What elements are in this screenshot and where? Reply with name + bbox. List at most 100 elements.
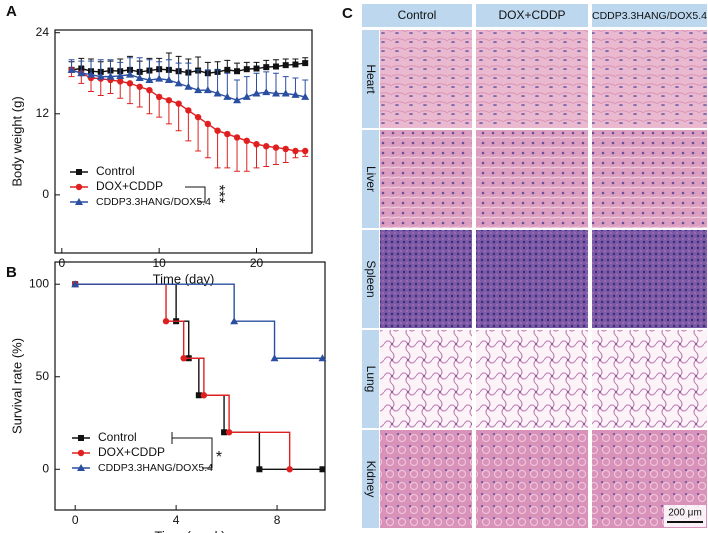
marker xyxy=(155,93,163,101)
error-bar xyxy=(253,144,260,169)
x-tick-label: 0 xyxy=(72,513,79,527)
marker xyxy=(96,72,105,80)
tissue-image xyxy=(592,130,707,228)
tissue-image xyxy=(592,330,707,428)
marker xyxy=(271,89,280,97)
marker xyxy=(76,169,82,175)
marker xyxy=(175,100,182,107)
marker xyxy=(230,317,239,325)
tissue-image xyxy=(592,230,707,328)
annotation: * xyxy=(216,449,222,466)
marker xyxy=(263,64,270,71)
plot-frame xyxy=(54,261,326,511)
tissue-image xyxy=(476,230,588,328)
x-tick-label: 0 xyxy=(58,256,65,270)
legend-label: CDDP3.3HANG/DOX5.4 xyxy=(96,196,211,208)
error-bar xyxy=(185,110,192,142)
bracket xyxy=(185,186,206,203)
row-header-bg xyxy=(362,230,379,328)
marker xyxy=(292,147,299,155)
marker xyxy=(204,120,212,128)
y-tick-label: 0 xyxy=(42,461,49,475)
panel-label: C xyxy=(342,5,353,22)
marker xyxy=(213,89,222,97)
marker xyxy=(256,466,263,473)
marker xyxy=(243,137,250,145)
marker xyxy=(234,68,241,75)
y-tick-label: 50 xyxy=(36,369,50,383)
marker xyxy=(223,92,232,100)
row-header: Kidney xyxy=(364,461,378,498)
tissue-image xyxy=(380,130,472,228)
marker xyxy=(262,88,271,96)
marker xyxy=(233,96,242,104)
marker xyxy=(75,198,83,205)
marker xyxy=(203,86,212,94)
marker xyxy=(106,72,115,80)
marker xyxy=(318,354,327,362)
marker xyxy=(184,82,193,90)
marker xyxy=(77,69,86,77)
marker xyxy=(146,86,153,94)
error-bar xyxy=(175,103,182,132)
y-axis-label: Survival rate (%) xyxy=(9,338,24,434)
marker xyxy=(78,435,84,441)
y-tick-label: 24 xyxy=(36,25,50,39)
tissue-image xyxy=(380,430,472,528)
annotation: *** xyxy=(210,185,227,204)
marker xyxy=(180,355,187,362)
tissue-image xyxy=(380,30,472,128)
row-header: Heart xyxy=(364,64,378,94)
column-header: DOX+CDDP xyxy=(498,8,565,22)
marker xyxy=(224,130,231,138)
series-line xyxy=(75,283,291,470)
scale-bar-label: 200 μm xyxy=(668,508,702,519)
error-bar xyxy=(146,90,153,115)
tissue-image xyxy=(476,430,588,528)
marker xyxy=(67,65,76,73)
column-header: CDDP3.3HANG/DOX5.4 xyxy=(592,10,707,22)
panel-label: A xyxy=(6,3,17,20)
error-bar xyxy=(156,96,163,118)
marker xyxy=(252,89,261,97)
marker xyxy=(282,62,289,69)
marker xyxy=(71,280,80,288)
marker xyxy=(242,92,251,100)
legend-label: DOX+CDDP xyxy=(96,179,163,193)
marker xyxy=(136,83,143,90)
marker xyxy=(126,80,134,87)
series-line xyxy=(75,283,323,470)
legend-label: CDDP3.3HANG/DOX5.4 xyxy=(98,462,213,474)
marker xyxy=(87,70,96,78)
legend-label: Control xyxy=(98,430,137,444)
marker xyxy=(319,466,326,473)
marker xyxy=(282,145,289,153)
y-tick-label: 0 xyxy=(42,187,49,201)
error-bar xyxy=(165,100,172,125)
marker xyxy=(77,464,85,471)
marker xyxy=(225,429,233,436)
column-header-bg xyxy=(476,4,588,27)
marker xyxy=(301,147,309,155)
error-bar xyxy=(224,134,231,169)
marker xyxy=(272,144,280,151)
marker xyxy=(281,89,290,97)
y-tick-label: 12 xyxy=(36,106,50,120)
marker xyxy=(145,76,154,84)
y-axis-label: Body weight (g) xyxy=(9,96,24,186)
marker xyxy=(253,141,260,148)
error-bar xyxy=(126,83,133,105)
error-bar xyxy=(263,146,270,168)
marker xyxy=(233,134,241,141)
error-bar xyxy=(195,117,202,152)
x-axis-label: Time (day) xyxy=(153,271,215,286)
error-bar xyxy=(136,86,143,108)
tissue-image xyxy=(476,30,588,128)
x-tick-label: 20 xyxy=(250,256,264,270)
legend-label: Control xyxy=(96,164,135,178)
error-bar xyxy=(243,140,250,172)
column-header-bg xyxy=(592,4,707,27)
x-axis-label: Time (week) xyxy=(154,528,225,533)
marker xyxy=(221,429,228,436)
row-header: Lung xyxy=(364,366,378,393)
